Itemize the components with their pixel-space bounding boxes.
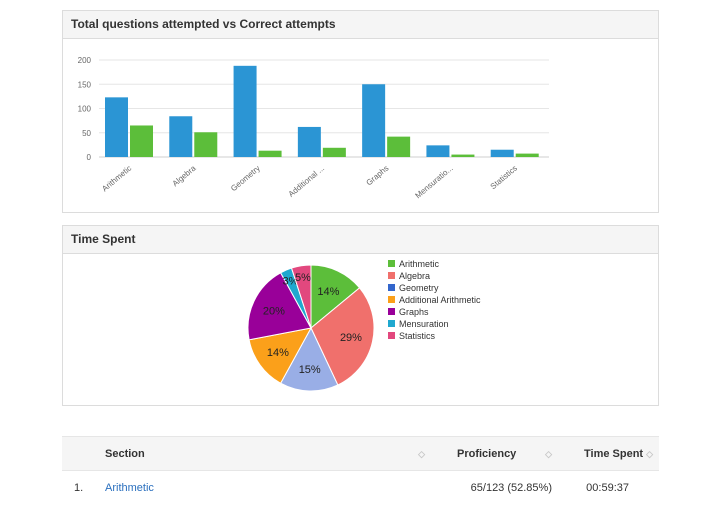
- bar-correct: [516, 154, 539, 157]
- header-time-label: Time Spent: [564, 448, 643, 460]
- legend-label: Geometry: [399, 283, 439, 293]
- x-tick-label: Statistics: [489, 164, 519, 191]
- pie-slice-label: 15%: [299, 364, 321, 376]
- attempts-panel-title: Total questions attempted vs Correct att…: [63, 11, 658, 39]
- legend-swatch: [388, 284, 395, 291]
- sort-icon[interactable]: ◇: [418, 449, 425, 460]
- x-tick-label: Graphs: [365, 164, 391, 188]
- legend-label: Mensuration: [399, 319, 449, 329]
- pie-slice-label: 5%: [295, 272, 311, 284]
- bar-correct: [130, 125, 153, 157]
- y-tick-label: 150: [78, 80, 92, 89]
- legend-swatch: [388, 308, 395, 315]
- pie-slice-label: 29%: [340, 332, 362, 344]
- pie-slice-label: 14%: [267, 347, 289, 359]
- x-tick-label: Mensuratio...: [413, 164, 454, 201]
- section-link-text[interactable]: Arithmetic: [105, 482, 154, 494]
- bar-correct: [194, 132, 217, 157]
- legend-label: Additional Arithmetic: [399, 295, 481, 305]
- header-section[interactable]: Section ◇: [99, 437, 431, 471]
- header-section-label: Section: [105, 448, 145, 460]
- table-header-row: Section ◇ Proficiency ◇ Time Spent ◇: [62, 437, 659, 471]
- legend-label: Graphs: [399, 307, 429, 317]
- bar-correct: [451, 155, 474, 157]
- bar-attempted: [234, 66, 257, 157]
- bar-correct: [323, 148, 346, 157]
- y-tick-label: 0: [87, 153, 92, 162]
- bar-correct: [387, 137, 410, 157]
- legend-label: Algebra: [399, 271, 430, 281]
- header-proficiency[interactable]: Proficiency ◇: [431, 437, 558, 471]
- pie-slice-label: 20%: [263, 306, 285, 318]
- y-tick-label: 50: [82, 129, 91, 138]
- sort-icon[interactable]: ◇: [545, 449, 552, 460]
- bar-attempted: [362, 84, 385, 157]
- legend-label: Statistics: [399, 331, 436, 341]
- legend-swatch: [388, 260, 395, 267]
- time-spent-panel-title: Time Spent: [63, 226, 658, 254]
- pie-slice-label: 14%: [317, 286, 339, 298]
- sections-table: Section ◇ Proficiency ◇ Time Spent ◇ 1. …: [62, 436, 659, 505]
- bar-attempted: [169, 116, 192, 157]
- bar-attempted: [491, 150, 514, 157]
- bar-attempted: [298, 127, 321, 157]
- bar-correct: [259, 151, 282, 157]
- legend-swatch: [388, 332, 395, 339]
- attempts-bar-chart: 0 50 100 150 200 Arithmetic Algebra Geometry Add…: [63, 39, 658, 213]
- legend-label: Arithmetic: [399, 259, 440, 269]
- x-tick-label: Arithmetic: [100, 164, 133, 194]
- time-spent-pie-chart: 14%29%15%14%20%3%5%ArithmeticAlgebraGeom…: [63, 254, 658, 406]
- header-proficiency-label: Proficiency: [437, 448, 516, 460]
- attempts-panel: Total questions attempted vs Correct att…: [62, 10, 659, 213]
- y-tick-label: 100: [78, 105, 92, 114]
- x-tick-label: Additional ...: [287, 164, 327, 199]
- sort-icon[interactable]: ◇: [646, 449, 653, 460]
- bar-attempted: [426, 145, 449, 157]
- x-tick-label: Geometry: [229, 164, 262, 193]
- x-tick-label: Algebra: [171, 163, 198, 188]
- bar-attempted: [105, 97, 128, 157]
- header-index: [62, 437, 99, 471]
- legend-swatch: [388, 296, 395, 303]
- y-tick-label: 200: [78, 56, 92, 65]
- legend-swatch: [388, 272, 395, 279]
- legend-swatch: [388, 320, 395, 327]
- header-time-spent[interactable]: Time Spent ◇: [558, 437, 659, 471]
- time-spent-panel: Time Spent 14%29%15%14%20%3%5%Arithmetic…: [62, 225, 659, 406]
